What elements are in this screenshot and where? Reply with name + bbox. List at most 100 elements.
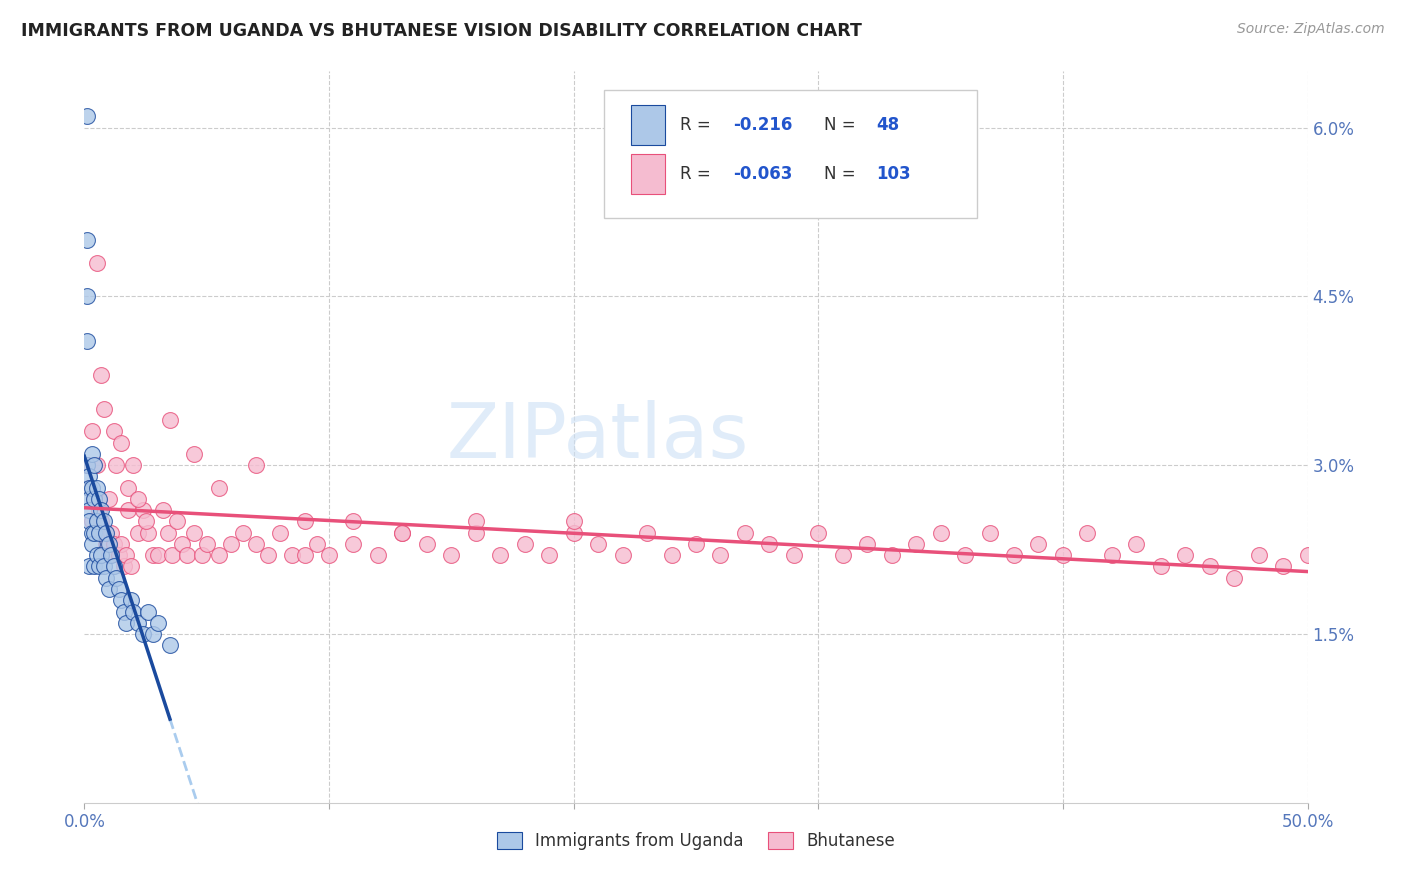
Point xyxy=(305,537,328,551)
Point xyxy=(87,559,110,574)
Point xyxy=(97,582,120,596)
Point xyxy=(93,515,115,529)
Point xyxy=(136,525,159,540)
Point xyxy=(122,458,145,473)
Point xyxy=(80,515,103,529)
Point xyxy=(110,435,132,450)
Point xyxy=(105,571,128,585)
Point xyxy=(146,548,169,562)
Point xyxy=(76,233,98,247)
Text: N =: N = xyxy=(824,165,862,183)
Point xyxy=(294,515,316,529)
Point xyxy=(856,537,879,551)
Point xyxy=(1125,537,1147,551)
Point xyxy=(90,368,112,383)
Point xyxy=(758,537,780,551)
Point xyxy=(76,334,98,349)
Point xyxy=(195,537,218,551)
Point xyxy=(76,289,98,303)
Point xyxy=(80,481,103,495)
Point xyxy=(87,491,110,506)
Point xyxy=(96,537,118,551)
Point xyxy=(1174,548,1197,562)
Point xyxy=(86,255,108,269)
Point xyxy=(391,525,413,540)
Point xyxy=(208,548,231,562)
Point xyxy=(77,559,100,574)
Point xyxy=(142,548,165,562)
Point xyxy=(953,548,976,562)
Point xyxy=(257,548,280,562)
Point xyxy=(1076,525,1098,540)
Point xyxy=(103,425,125,439)
Point xyxy=(183,525,205,540)
Point xyxy=(135,515,157,529)
Point xyxy=(97,548,120,562)
Point xyxy=(342,537,364,551)
Point xyxy=(107,548,129,562)
Bar xyxy=(631,104,665,145)
Point xyxy=(146,615,169,630)
Point xyxy=(245,537,267,551)
Text: ZIPatlas: ZIPatlas xyxy=(447,401,749,474)
Point xyxy=(77,491,100,506)
Point xyxy=(127,491,149,506)
Point xyxy=(117,481,139,495)
Point xyxy=(90,548,112,562)
Point xyxy=(105,458,128,473)
Point xyxy=(77,503,100,517)
Point xyxy=(87,503,110,517)
Point xyxy=(76,458,98,473)
Point xyxy=(97,537,120,551)
Text: R =: R = xyxy=(681,165,716,183)
Point xyxy=(929,525,952,540)
Point xyxy=(342,515,364,529)
Point xyxy=(1150,559,1173,574)
Point xyxy=(132,503,155,517)
Point xyxy=(80,537,103,551)
Point xyxy=(96,571,118,585)
Point xyxy=(464,525,486,540)
Point xyxy=(281,548,304,562)
Point xyxy=(120,593,142,607)
Point xyxy=(96,525,118,540)
Point xyxy=(136,605,159,619)
Point xyxy=(93,525,115,540)
Point xyxy=(112,559,135,574)
Point xyxy=(93,559,115,574)
Point xyxy=(76,109,98,123)
Text: -0.063: -0.063 xyxy=(733,165,792,183)
Point xyxy=(159,638,181,652)
Point xyxy=(294,548,316,562)
Point xyxy=(103,537,125,551)
Point xyxy=(1223,571,1246,585)
Point xyxy=(86,458,108,473)
Point xyxy=(538,548,561,562)
Point xyxy=(191,548,214,562)
Point xyxy=(112,605,135,619)
Point xyxy=(783,548,806,562)
Point xyxy=(661,548,683,562)
Point xyxy=(93,401,115,416)
Point xyxy=(464,515,486,529)
Point xyxy=(152,503,174,517)
Point xyxy=(367,548,389,562)
Point xyxy=(100,525,122,540)
Text: 48: 48 xyxy=(876,116,898,134)
Text: 103: 103 xyxy=(876,165,911,183)
Point xyxy=(979,525,1001,540)
Point xyxy=(685,537,707,551)
Point xyxy=(83,525,105,540)
Point xyxy=(159,413,181,427)
Point xyxy=(86,481,108,495)
Point xyxy=(318,548,340,562)
Point xyxy=(219,537,242,551)
Point xyxy=(86,548,108,562)
Point xyxy=(162,548,184,562)
Point xyxy=(90,515,112,529)
Point xyxy=(1296,548,1319,562)
Point xyxy=(831,548,853,562)
Point xyxy=(100,548,122,562)
Point xyxy=(132,627,155,641)
Bar xyxy=(631,153,665,194)
